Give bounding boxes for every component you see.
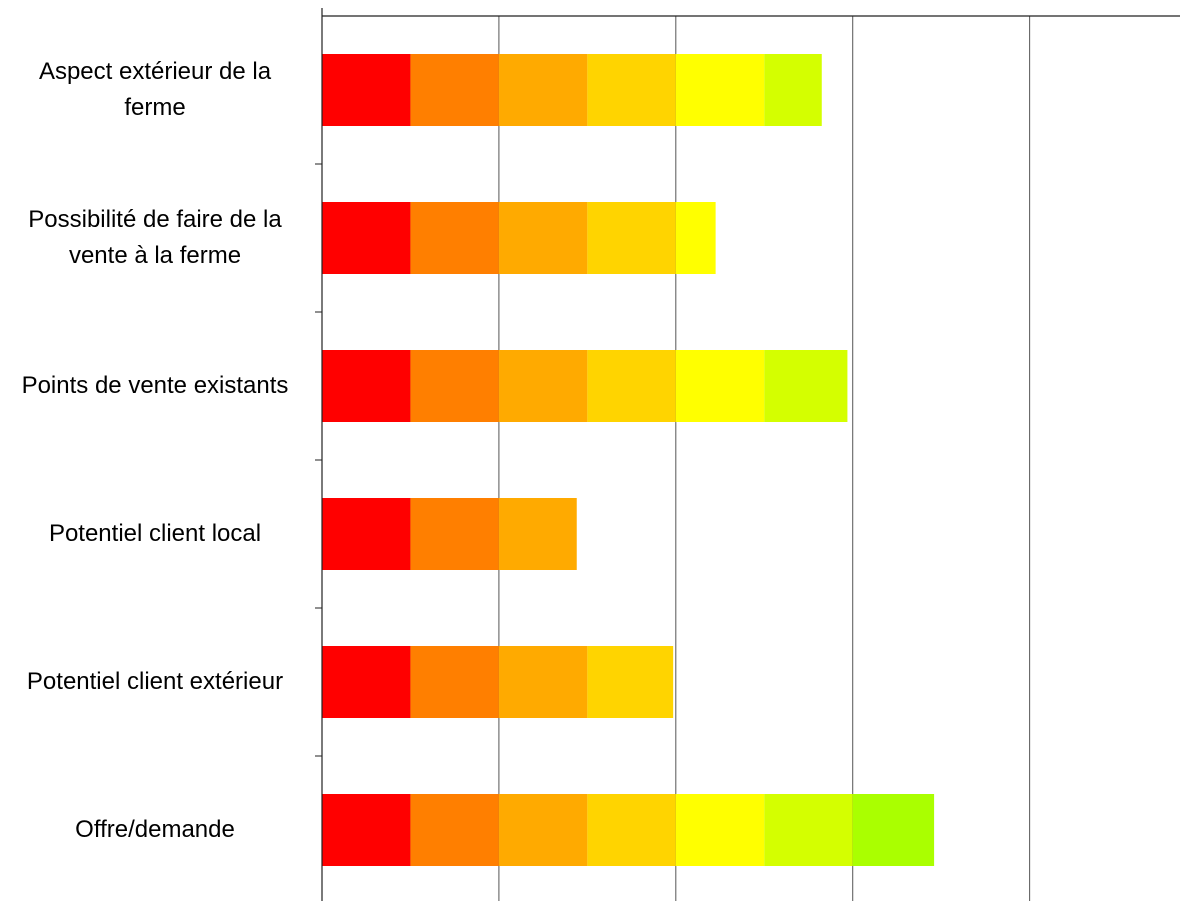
bar-segment xyxy=(675,350,765,422)
bar-segment xyxy=(322,498,411,570)
bar-segment xyxy=(410,54,499,126)
bar-segment xyxy=(587,646,674,718)
bar-segment xyxy=(410,350,499,422)
bar-segment xyxy=(498,202,588,274)
bar-segment xyxy=(675,54,765,126)
bar-segment xyxy=(410,794,499,866)
bar-segment xyxy=(322,54,411,126)
bar-segment xyxy=(764,54,822,126)
bar-segment xyxy=(587,350,676,422)
bar-segment xyxy=(322,646,411,718)
bar-segment xyxy=(322,794,411,866)
bar-segment xyxy=(587,202,676,274)
y-tick-label: Points de vente existants xyxy=(21,372,289,399)
bar-segment xyxy=(587,54,676,126)
bar-segment xyxy=(587,794,676,866)
y-tick-label: Potentiel client local xyxy=(48,520,262,547)
y-tick-label: Potentiel client extérieur xyxy=(26,668,284,695)
bar-segment xyxy=(322,350,411,422)
y-tick-label: Offre/demande xyxy=(75,816,235,843)
bar-segment xyxy=(322,202,411,274)
bar-segment xyxy=(852,794,935,866)
bar-segment xyxy=(498,794,588,866)
bar-segment xyxy=(764,350,848,422)
bar-segment xyxy=(410,498,499,570)
bar-segment xyxy=(498,350,588,422)
bar-segment xyxy=(764,794,853,866)
bar-segment xyxy=(498,54,588,126)
bar-segment xyxy=(675,202,716,274)
bar-segment xyxy=(410,646,499,718)
bar-segment xyxy=(410,202,499,274)
bar-segment xyxy=(675,794,765,866)
y-tick-label: Aspect extérieur de la ferme xyxy=(38,58,272,121)
y-tick-label: Possibilité de faire de la vente à la fe… xyxy=(28,206,282,269)
bar-segment xyxy=(498,646,588,718)
bar-segment xyxy=(498,498,577,570)
